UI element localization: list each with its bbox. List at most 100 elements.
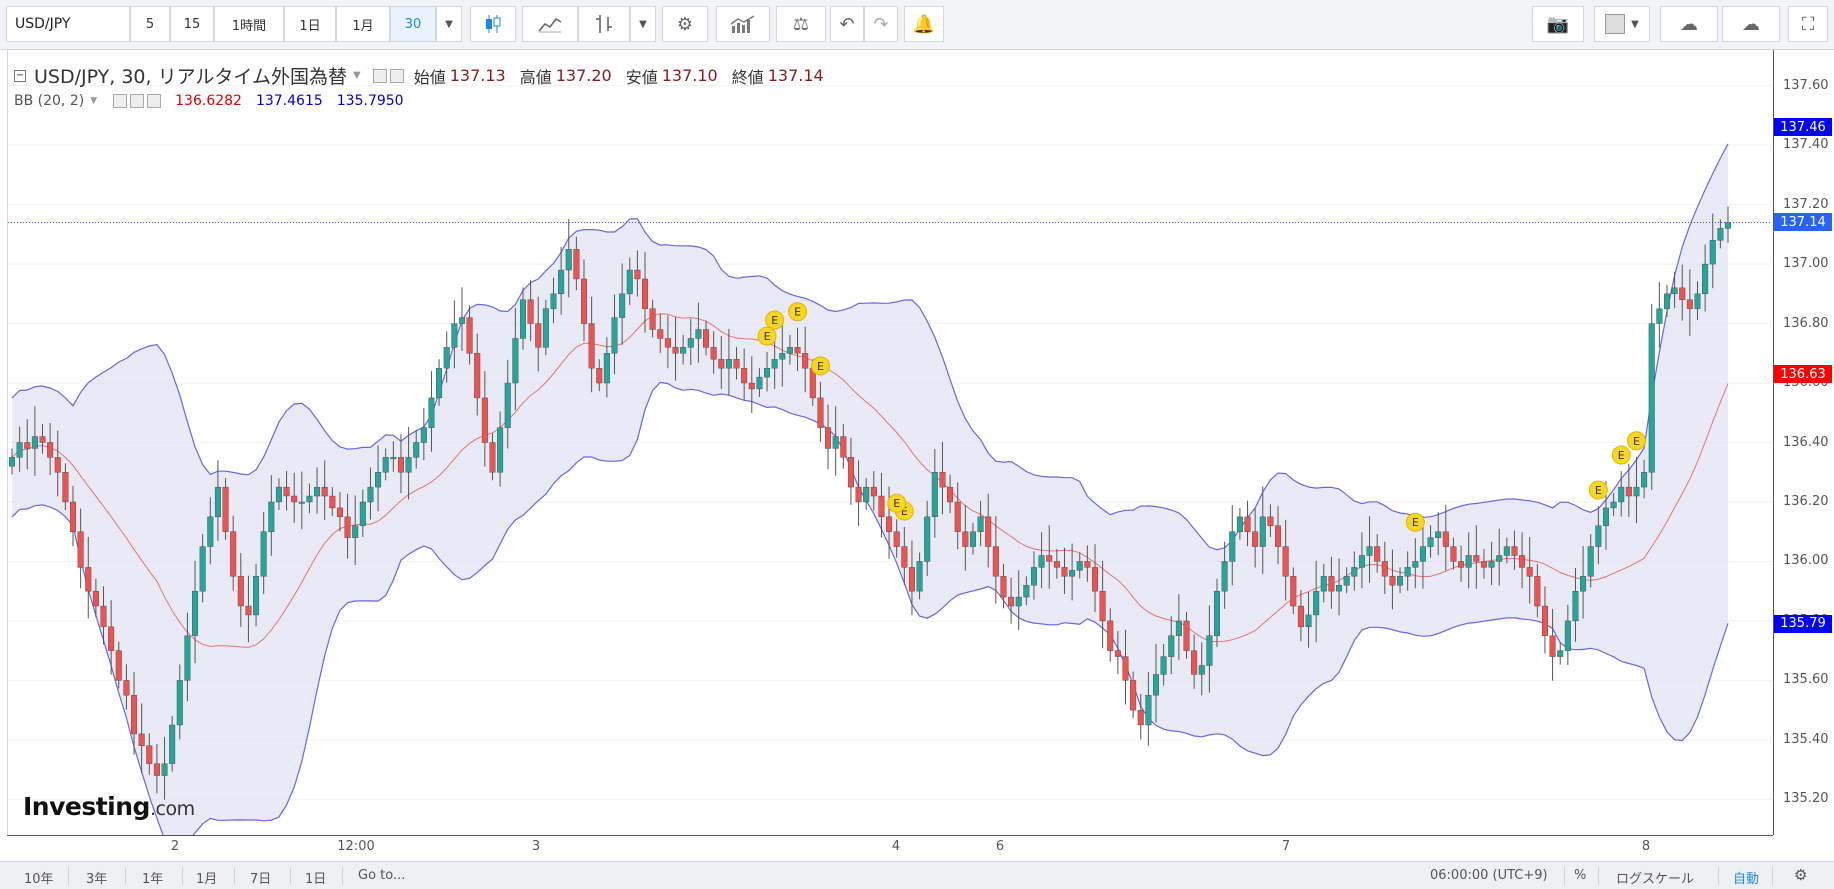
candle-body [1663,293,1670,309]
earnings-marker-label: E [893,497,900,510]
candle-body [1709,240,1716,265]
candle-body [664,338,671,348]
candle-body [47,442,54,458]
range-1m-button[interactable]: 1月 [196,872,218,887]
candle-body [1305,614,1312,628]
candle-body [1587,546,1594,577]
eye-icon[interactable] [372,68,387,83]
gear-icon[interactable] [389,68,404,83]
interval-30-button[interactable]: 30 [390,6,436,42]
interval-1d-button[interactable]: 1日 [284,6,336,42]
candle-body [1656,308,1663,324]
range-3y-button[interactable]: 3年 [86,872,108,887]
candle-body [253,576,260,616]
range-1y-button[interactable]: 1年 [142,872,164,887]
candle-body [1694,293,1701,309]
goto-button[interactable]: Go to... [358,868,406,883]
save-layout-button[interactable]: ☁ [1722,6,1780,42]
candle-body [1107,620,1114,651]
settings-button[interactable]: ⚙ [662,6,708,42]
interval-15-button[interactable]: 15 [170,6,214,42]
candle-body [1145,695,1152,726]
alert-button[interactable]: 🔔 [904,6,944,42]
interval-dropdown-button[interactable]: ▼ [436,6,462,42]
compare-button[interactable]: ⚖ [776,6,826,42]
auto-scale-toggle[interactable]: 自動 [1733,872,1760,887]
candle-body [390,457,397,460]
candle-body [16,442,23,458]
current-time[interactable]: 06:00:00 (UTC+9) [1430,868,1548,883]
candle-body [268,501,275,532]
divider [234,867,235,885]
collapse-icon[interactable]: − [14,69,26,82]
candle-style-button[interactable] [470,6,516,42]
interval-1h-button[interactable]: 1時間 [214,6,284,42]
price-tick-label: 137.60 [1783,77,1829,93]
candle-body [695,329,702,339]
snapshot-button[interactable]: 📷 [1532,6,1584,42]
candle-body [954,501,961,532]
candle-body [1198,665,1205,675]
undo-button[interactable]: ↶ [830,6,864,42]
candle-body [1000,576,1007,598]
range-1d-button[interactable]: 1日 [305,872,327,887]
price-tick-label: 137.40 [1783,137,1829,153]
divider [342,867,343,885]
gear-icon[interactable] [130,94,145,108]
candle-body [870,486,877,497]
chart-style-dropdown[interactable]: ▼ [630,6,656,42]
interval-1m-button[interactable]: 1月 [336,6,390,42]
layout-button[interactable]: ▼ [1594,6,1650,42]
chevron-down-icon[interactable]: ▼ [353,70,361,81]
candle-body [497,427,504,473]
low-value: 137.10 [661,66,718,85]
indicators-button[interactable] [716,6,770,42]
candle-body [558,269,565,295]
candle-body [1557,650,1564,657]
candle-body [115,650,122,681]
symbol-input[interactable]: USD/JPY [6,6,130,42]
fullscreen-button[interactable]: ⛶ [1788,6,1828,42]
price-axis[interactable] [1773,50,1834,835]
candle-body [962,531,969,547]
interval-label: 1月 [352,18,374,34]
load-layout-button[interactable]: ☁ [1660,6,1718,42]
candle-body [1625,486,1632,497]
percent-toggle[interactable]: % [1574,868,1587,883]
range-7d-button[interactable]: 7日 [250,872,272,887]
candle-body [1130,680,1137,711]
price-tick-label: 137.00 [1783,256,1829,272]
candle-body [344,516,351,538]
range-10y-button[interactable]: 10年 [24,872,54,887]
line-style-button[interactable] [522,6,578,42]
scale-icon: ⚖ [792,13,810,35]
eye-icon[interactable] [113,94,128,108]
interval-5-button[interactable]: 5 [130,6,170,42]
time-axis[interactable] [7,835,1773,861]
candle-body [1160,656,1167,675]
chart-pane[interactable] [7,50,1773,835]
chevron-down-icon[interactable]: ▼ [90,96,98,106]
candle-body [1168,635,1175,657]
log-scale-toggle[interactable]: ログスケール [1616,872,1695,887]
candle-body [62,472,69,503]
divider [1598,867,1599,885]
candle-body [1618,486,1625,503]
redo-button[interactable]: ↷ [864,6,898,42]
candle-body [260,531,267,577]
gear-icon[interactable]: ⚙ [1794,866,1808,884]
close-icon[interactable] [147,94,162,108]
chevron-down-icon: ▼ [1631,18,1639,30]
gear-icon: ⚙ [676,13,694,35]
price-badge: 135.79 [1774,614,1832,633]
candle-body [855,486,862,503]
candle-body [687,338,694,348]
candle-body [199,546,206,592]
bb-mid-value: 136.6282 [175,93,242,109]
candle-body [1511,546,1518,556]
candle-body [321,486,328,497]
bar-style-button[interactable] [578,6,630,42]
candle-body [1397,576,1404,586]
logo-brand: Investing [23,792,150,821]
